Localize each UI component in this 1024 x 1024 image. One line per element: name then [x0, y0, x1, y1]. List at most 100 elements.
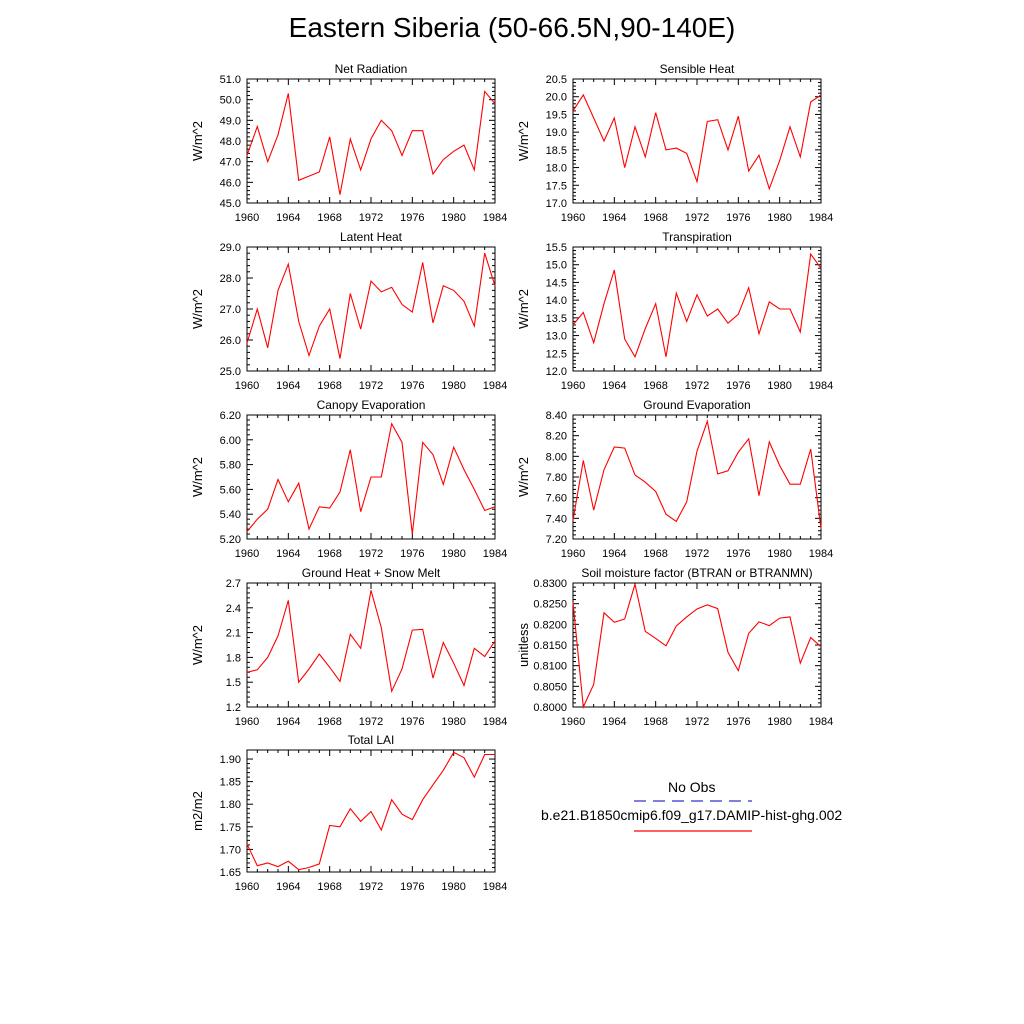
plot-frame: [572, 582, 822, 708]
y-axis-label: m2/m2: [190, 791, 205, 831]
y-tick-label: 0.8050: [533, 681, 567, 693]
x-tick-label: 1976: [400, 716, 424, 728]
y-tick-label: 5.60: [220, 484, 241, 496]
y-tick-label: 25.0: [220, 366, 241, 378]
y-tick-label: 20.5: [546, 74, 567, 86]
x-tick-label: 1980: [441, 548, 465, 560]
x-tick-label: 1968: [317, 212, 341, 224]
panel-title: Net Radiation: [335, 62, 408, 76]
y-tick-label: 0.8100: [533, 661, 567, 673]
y-tick-label: 2.7: [226, 578, 241, 590]
x-tick-label: 1964: [276, 881, 300, 893]
series-line: [246, 90, 496, 195]
y-axis-label: W/m^2: [516, 289, 531, 329]
x-tick-label: 1980: [441, 881, 465, 893]
x-tick-label: 1984: [483, 212, 507, 224]
x-tick-label: 1980: [767, 212, 791, 224]
y-axis-label: W/m^2: [190, 289, 205, 329]
legend-label-obs: No Obs: [668, 779, 716, 795]
y-tick-label: 7.20: [546, 534, 567, 546]
series-line: [572, 93, 822, 191]
x-tick-label: 1984: [809, 212, 833, 224]
series-line: [572, 584, 822, 710]
x-tick-label: 1964: [602, 548, 626, 560]
y-tick-label: 7.60: [546, 493, 567, 505]
plot-frame: [572, 414, 822, 540]
y-tick-label: 1.90: [220, 754, 241, 766]
y-tick-label: 7.40: [546, 513, 567, 525]
plot-frame: [246, 582, 496, 708]
y-tick-label: 5.80: [220, 460, 241, 472]
y-tick-label: 19.5: [546, 109, 567, 121]
x-tick-label: 1976: [726, 548, 750, 560]
x-tick-label: 1960: [561, 548, 585, 560]
y-tick-label: 13.0: [546, 331, 567, 343]
x-tick-label: 1972: [685, 212, 709, 224]
chart-panel-5: 1960 1964 1968 1972 1976 1980 1984 5.20 5.40 5.60…: [190, 398, 507, 560]
chart-panel-1: 1960 1964 1968 1972 1976 1980 1984 45.0 46.0 47.0…: [190, 62, 507, 224]
chart-panel-7: 1960 1964 1968 1972 1976 1980 1984 1.2 1.5 1.8 2.1…: [190, 566, 507, 728]
y-tick-label: 17.0: [546, 198, 567, 210]
x-tick-label: 1968: [643, 548, 667, 560]
y-tick-label: 0.8000: [533, 702, 567, 714]
x-tick-label: 1976: [400, 380, 424, 392]
y-axis-label: unitless: [516, 622, 531, 667]
y-tick-label: 18.0: [546, 163, 567, 175]
y-tick-label: 5.20: [220, 534, 241, 546]
x-tick-label: 1972: [359, 380, 383, 392]
x-tick-label: 1960: [235, 212, 259, 224]
y-axis-label: W/m^2: [190, 121, 205, 161]
y-tick-label: 1.85: [220, 777, 241, 789]
y-tick-label: 17.5: [546, 180, 567, 192]
panel-title: Transpiration: [662, 230, 732, 244]
y-tick-label: 0.8250: [533, 599, 567, 611]
x-tick-label: 1976: [400, 881, 424, 893]
y-tick-label: 12.0: [546, 366, 567, 378]
x-tick-label: 1968: [317, 716, 341, 728]
y-tick-label: 28.0: [220, 273, 241, 285]
x-tick-label: 1968: [643, 380, 667, 392]
plot-frame: [246, 78, 496, 204]
x-tick-label: 1972: [359, 548, 383, 560]
y-tick-label: 49.0: [220, 115, 241, 127]
x-tick-label: 1960: [235, 716, 259, 728]
y-axis-label: W/m^2: [190, 625, 205, 665]
x-tick-label: 1980: [767, 716, 791, 728]
y-tick-label: 13.5: [546, 313, 567, 325]
y-tick-label: 47.0: [220, 157, 241, 169]
x-tick-label: 1968: [317, 380, 341, 392]
y-tick-label: 2.4: [226, 603, 241, 615]
y-tick-label: 14.5: [546, 277, 567, 289]
x-tick-label: 1964: [276, 380, 300, 392]
y-tick-label: 50.0: [220, 95, 241, 107]
chart-panel-2: 1960 1964 1968 1972 1976 1980 1984 17.0 17.5 18.0…: [516, 62, 833, 224]
x-tick-label: 1960: [561, 380, 585, 392]
y-tick-label: 8.40: [546, 410, 567, 422]
y-tick-label: 51.0: [220, 74, 241, 86]
y-tick-label: 14.0: [546, 295, 567, 307]
chart-panel-8: 1960 1964 1968 1972 1976 1980 1984 0.8000 0.8050…: [516, 566, 833, 728]
series-line: [246, 590, 496, 694]
y-tick-label: 45.0: [220, 198, 241, 210]
y-tick-label: 1.5: [226, 677, 241, 689]
chart-panel-9: 1960 1964 1968 1972 1976 1980 1984 1.65 1.70 1.75…: [190, 733, 507, 893]
series-line: [246, 751, 495, 871]
y-tick-label: 18.5: [546, 145, 567, 157]
y-tick-label: 1.65: [220, 867, 241, 879]
y-tick-label: 27.0: [220, 304, 241, 316]
x-tick-label: 1964: [276, 716, 300, 728]
y-tick-label: 8.00: [546, 451, 567, 463]
y-tick-label: 1.2: [226, 702, 241, 714]
panel-title: Ground Evaporation: [643, 398, 750, 412]
panel-title: Sensible Heat: [660, 62, 735, 76]
x-tick-label: 1968: [643, 212, 667, 224]
x-tick-label: 1960: [235, 380, 259, 392]
x-tick-label: 1984: [483, 380, 507, 392]
y-tick-label: 6.00: [220, 435, 241, 447]
y-tick-label: 1.80: [220, 799, 241, 811]
panel-title: Soil moisture factor (BTRAN or BTRANMN): [581, 566, 812, 580]
x-tick-label: 1964: [276, 212, 300, 224]
x-tick-label: 1968: [643, 716, 667, 728]
x-tick-label: 1984: [483, 716, 507, 728]
y-tick-label: 1.8: [226, 652, 241, 664]
